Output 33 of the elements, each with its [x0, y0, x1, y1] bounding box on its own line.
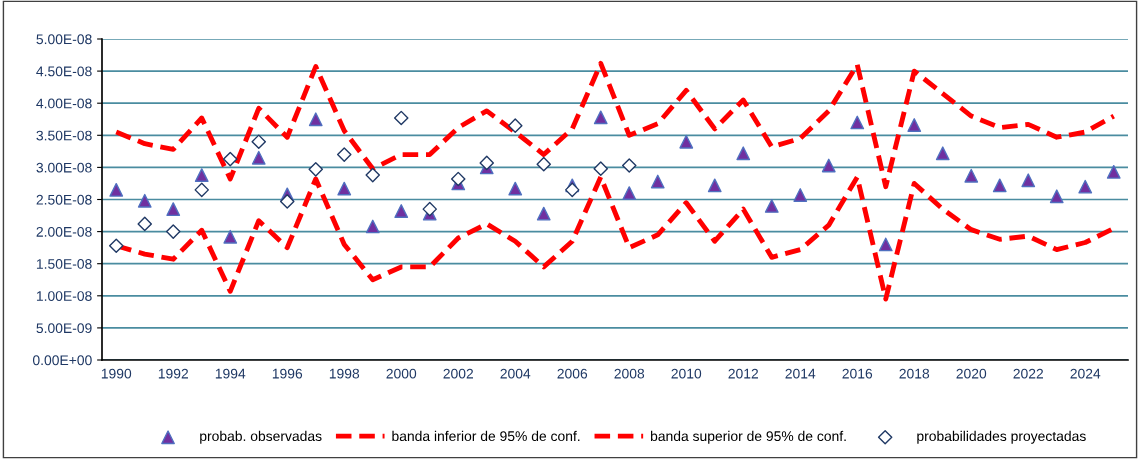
legend-label: probab. observadas	[200, 430, 322, 444]
y-tick-label: 1.00E-08	[36, 291, 92, 301]
y-tick-label: 4.00E-08	[36, 98, 92, 109]
x-tick-label: 2018	[899, 368, 930, 379]
x-tick-label: 1990	[101, 368, 132, 379]
y-tick-label: 4.50E-08	[36, 66, 92, 77]
x-tick-label: 1998	[329, 368, 360, 379]
x-tick-label: 1996	[272, 368, 303, 379]
x-tick-label: 2020	[956, 368, 987, 379]
x-tick-label: 2008	[614, 368, 645, 379]
y-tick-label: 3.00E-08	[36, 162, 92, 173]
x-tick-label: 2010	[671, 368, 702, 379]
legend-label: banda inferior de 95% de conf.	[392, 430, 580, 442]
y-tick-label: 3.50E-08	[36, 130, 92, 141]
x-tick-label: 2012	[728, 368, 758, 379]
y-tick-label: 2.50E-08	[36, 194, 92, 205]
x-tick-label: 2014	[785, 368, 816, 379]
y-tick-label: 0.00E+00	[32, 355, 92, 366]
y-tick-label: 2.00E-08	[36, 226, 92, 237]
y-tick-label: 5.00E-09	[36, 323, 92, 334]
x-tick-label: 2022	[1013, 368, 1043, 379]
x-tick-label: 2024	[1070, 368, 1101, 379]
x-tick-label: 2004	[500, 368, 531, 379]
x-tick-label: 2000	[386, 368, 417, 379]
x-tick-label: 2002	[443, 368, 473, 379]
y-tick-label: 1.50E-08	[36, 259, 92, 269]
x-tick-label: 1994	[215, 368, 246, 379]
x-tick-label: 2006	[557, 368, 588, 379]
x-tick-label: 2016	[842, 368, 873, 379]
legend-label: banda superior de 95% de conf.	[650, 430, 846, 444]
y-tick-label: 5.00E-08	[36, 34, 92, 45]
x-tick-label: 1992	[158, 368, 188, 379]
legend-label: probabilidades proyectadas	[917, 430, 1086, 444]
